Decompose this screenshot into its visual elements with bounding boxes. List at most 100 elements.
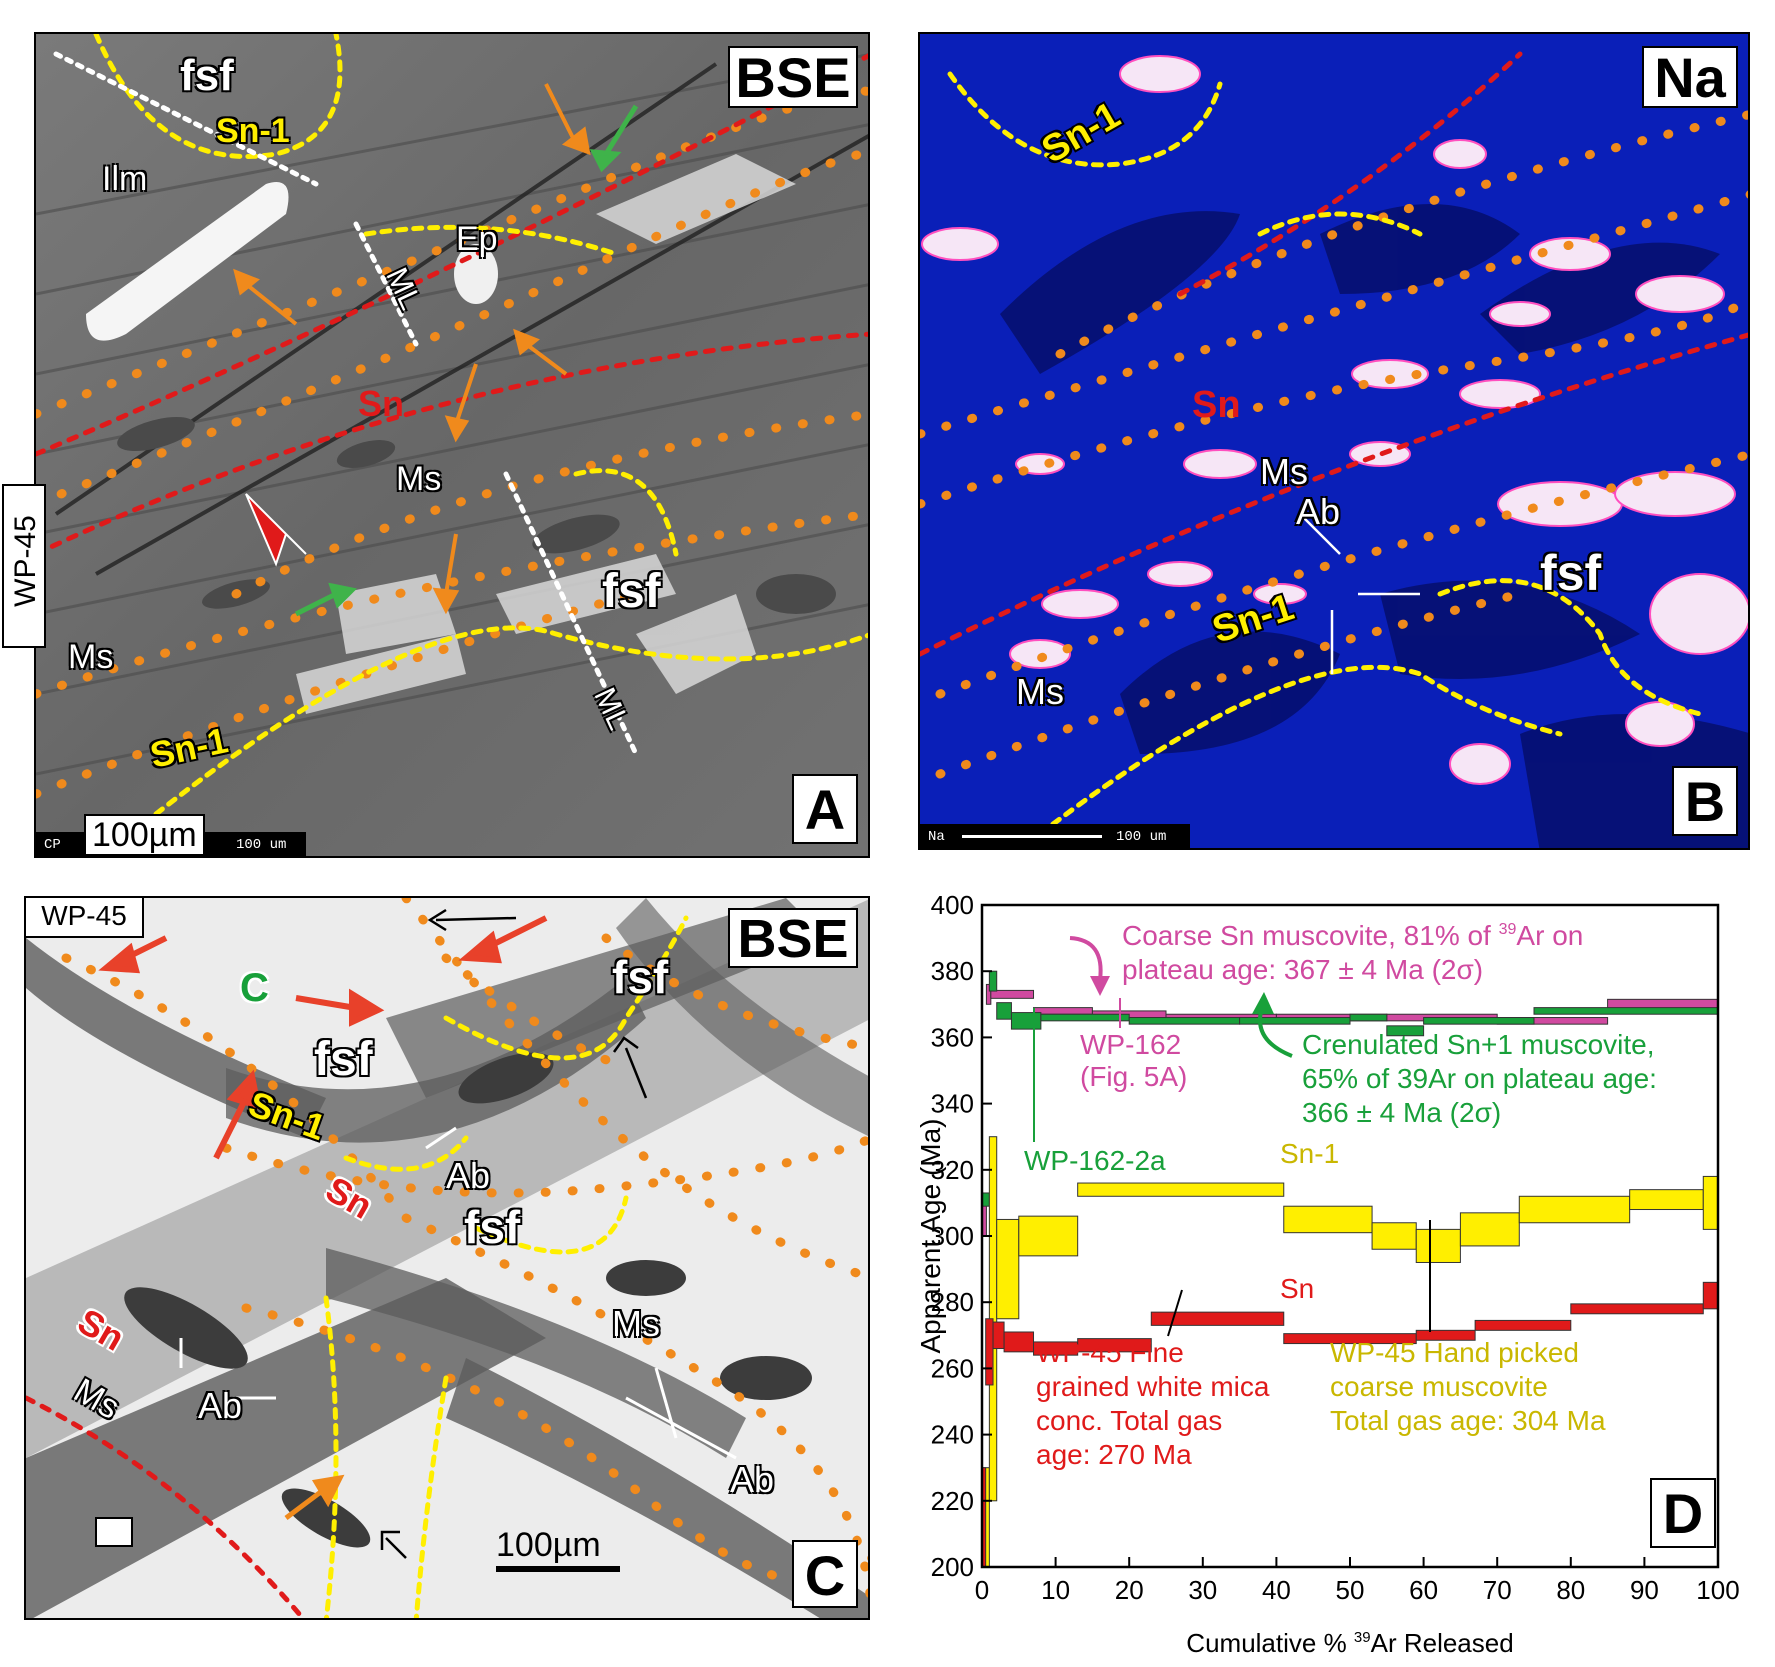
annotation-fine-line1: WP-45 Fine: [1036, 1337, 1184, 1368]
panel-c-mode-tag: BSE: [728, 908, 858, 968]
annotation-hand-line2: coarse muscovite: [1330, 1371, 1548, 1402]
annotation-coarse-sup: 39: [1499, 921, 1517, 938]
panel-a-label-ep: Ep: [456, 220, 498, 258]
panel-a-mode-tag: BSE: [728, 46, 858, 108]
panel-c-label-fsf-top-right: fsf: [612, 951, 669, 1003]
age-spectrum-chart: 0 10 20 30 40 50 60 70 80 90 100 200 220 240 260 280 300…: [915, 890, 1740, 1658]
x-tick-label: 30: [1188, 1575, 1217, 1605]
panel-c-label-fsf-lower: fsf: [464, 1201, 521, 1253]
annotation-cren-line2: 65% of 39Ar on plateau age:: [1302, 1063, 1657, 1094]
panel-a-label-fsf-right: fsf: [602, 565, 661, 618]
panel-a-label-sn1-top: Sn-1: [216, 112, 290, 150]
chart-y-axis-title: Apparent Age (Ma): [915, 1118, 946, 1353]
chart-x-axis-title-post: Ar Released: [1371, 1628, 1514, 1658]
step-bar: [1518, 1195, 1631, 1224]
annotation-coarse-arrowhead: [1090, 976, 1110, 996]
step-bar: [1570, 1303, 1704, 1315]
x-tick-label: 20: [1115, 1575, 1144, 1605]
step-bar: [996, 1002, 1012, 1020]
panel-a-label-ilm: Ilm: [102, 160, 148, 198]
annotation-coarse-line2: plateau age: 367 ± 4 Ma (2σ): [1122, 954, 1483, 985]
x-tick-label: 70: [1483, 1575, 1512, 1605]
step-bar: [1415, 1329, 1476, 1341]
panel-a-label-ms-center: Ms: [396, 460, 442, 498]
panel-c: BSE C WP-45 C fsf fsf Sn-1 Ab Sn fsf Ms …: [24, 896, 870, 1620]
x-tick-label: 50: [1336, 1575, 1365, 1605]
step-bar: [1010, 1012, 1042, 1030]
chart-x-axis-title: Cumulative % 39Ar Released: [1186, 1628, 1513, 1658]
step-bar: [1702, 1281, 1719, 1310]
panel-c-label-ms-right: Ms: [612, 1303, 660, 1344]
annotation-cren-arrowhead: [1252, 992, 1274, 1014]
panel-c-letter: C: [792, 1540, 858, 1608]
y-tick-label: 260: [931, 1353, 974, 1383]
step-bar: [1128, 1017, 1241, 1025]
annotation-wp162-line2: (Fig. 5A): [1080, 1061, 1187, 1092]
series-sn: [981, 1281, 1719, 1568]
panel-b-image: [920, 34, 1748, 848]
step-bar: [1003, 1331, 1035, 1353]
step-bar: [1415, 1228, 1461, 1263]
annotation-wp1622a: WP-162-2a: [1024, 1145, 1166, 1176]
chart-x-axis-title-pre: Cumulative %: [1186, 1628, 1354, 1658]
panel-c-label-fsf-center: fsf: [314, 1033, 373, 1086]
y-tick-label: 340: [931, 1089, 974, 1119]
panel-a: BSE A fsf Sn-1 Ilm Ep ML Sn Ms fsf Ms Sn…: [34, 32, 870, 858]
step-bar: [1018, 1215, 1079, 1257]
panel-b-scale-line: [962, 835, 1102, 838]
panel-a-label-ms-left: Ms: [68, 638, 114, 676]
panel-c-scale-label: 100µm: [496, 1526, 601, 1564]
annotation-sn1: Sn-1: [1280, 1138, 1339, 1169]
panel-a-sample-tag: WP-45: [2, 484, 46, 648]
y-tick-label: 380: [931, 956, 974, 986]
step-bar: [1033, 1007, 1093, 1015]
step-bar: [1349, 1013, 1388, 1022]
step-bar: [992, 1321, 1005, 1350]
panel-a-letter: A: [792, 774, 858, 844]
chart-series-layer: [981, 970, 1719, 1568]
step-bar: [985, 1318, 994, 1386]
panel-a-footer-scale: 100 um: [236, 837, 287, 853]
chart-axes-layer: 0 10 20 30 40 50 60 70 80 90 100 200 220 240 260 280 300…: [931, 890, 1740, 1605]
annotation-coarse-line1-pre: Coarse Sn muscovite, 81% of: [1122, 920, 1499, 951]
panel-c-scale-line: [496, 1566, 620, 1572]
step-bar: [1474, 1319, 1572, 1331]
panel-c-label-ab-left: Ab: [198, 1385, 243, 1426]
series-wp-162-2a: [981, 970, 1719, 1207]
panel-b-mode-tag: Na: [1642, 46, 1738, 108]
step-bar: [1371, 1222, 1417, 1250]
panel-b: Na B Sn-1 Sn Ms Ab fsf Sn-1 Ms Na 100 um: [918, 32, 1750, 850]
panel-a-scale-label: 100µm: [84, 814, 205, 856]
step-bar: [996, 1218, 1020, 1320]
y-tick-label: 360: [931, 1022, 974, 1052]
panel-c-label-c: C: [240, 966, 269, 1010]
x-tick-label: 60: [1409, 1575, 1438, 1605]
y-tick-label: 400: [931, 890, 974, 920]
annotation-fine-line4: age: 270 Ma: [1036, 1439, 1192, 1470]
panel-b-letter: B: [1672, 766, 1738, 836]
step-bar: [1629, 1189, 1704, 1211]
panel-b-label-ab: Ab: [1296, 491, 1341, 532]
annotation-fine-leader: [1167, 1289, 1183, 1337]
y-tick-label: 240: [931, 1420, 974, 1450]
annotation-fine-line3: conc. Total gas: [1036, 1405, 1222, 1436]
panel-c-image: [26, 898, 868, 1618]
panel-d-letter: D: [1650, 1478, 1716, 1548]
step-bar: [1077, 1338, 1152, 1353]
annotation-hand-line1: WP-45 Hand picked: [1330, 1337, 1579, 1368]
annotation-cren-line3: 366 ± 4 Ma (2σ): [1302, 1097, 1501, 1128]
x-tick-label: 0: [975, 1575, 989, 1605]
x-tick-label: 100: [1696, 1575, 1739, 1605]
chart-x-axis-title-sup: 39: [1354, 1629, 1371, 1646]
panel-d: 0 10 20 30 40 50 60 70 80 90 100 200 220 240 260 280 300…: [900, 880, 1770, 1667]
annotation-cren-line1: Crenulated Sn+1 muscovite,: [1302, 1029, 1655, 1060]
step-bar: [1150, 1311, 1285, 1326]
annotation-coarse-line1: Coarse Sn muscovite, 81% of 39Ar on: [1122, 920, 1583, 951]
annotation-wp162-line1: WP-162: [1080, 1029, 1181, 1060]
step-bar: [1459, 1212, 1520, 1247]
panel-b-label-sn: Sn: [1192, 384, 1241, 426]
y-tick-label: 300: [931, 1221, 974, 1251]
panel-c-sample-tag: WP-45: [26, 898, 144, 938]
panel-b-footer-scale: 100 um: [1116, 829, 1167, 845]
y-tick-label: 320: [931, 1155, 974, 1185]
